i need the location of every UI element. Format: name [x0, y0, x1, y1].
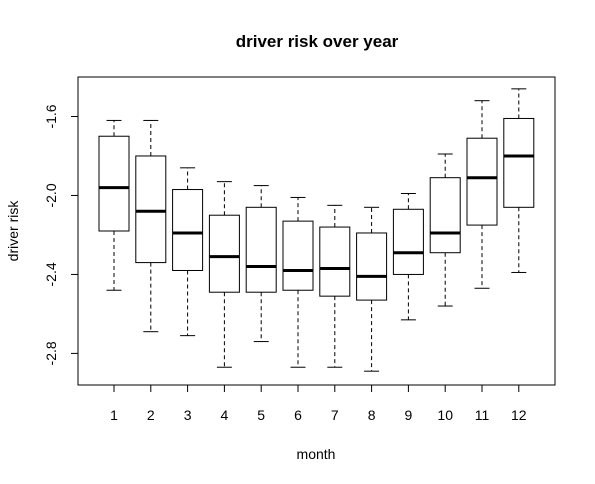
- x-tick-label: 3: [184, 407, 192, 423]
- x-tick-label: 8: [368, 407, 376, 423]
- x-axis: 1 2 3 4 5 6 7 8 9 10 11 12: [110, 384, 527, 423]
- box-month-6: [282, 196, 314, 368]
- iqr-box: [356, 232, 388, 301]
- x-tick-label: 7: [331, 407, 339, 423]
- iqr-box: [208, 214, 240, 293]
- box-month-10: [429, 153, 461, 307]
- y-axis-label: driver risk: [5, 200, 21, 262]
- iqr-box: [392, 208, 424, 275]
- iqr-box: [172, 189, 204, 271]
- box-month-3: [172, 167, 204, 337]
- box-month-9: [392, 192, 424, 321]
- y-axis: -2.8 -2.4 -2.0 -1.6: [43, 104, 79, 365]
- box-month-12: [503, 88, 535, 273]
- y-tick-label: -2.0: [43, 183, 59, 207]
- iqr-box: [135, 155, 167, 264]
- x-tick-label: 12: [511, 407, 527, 423]
- box-month-2: [135, 119, 167, 333]
- iqr-box: [245, 206, 277, 293]
- x-tick-label: 2: [147, 407, 155, 423]
- iqr-box: [466, 137, 498, 226]
- iqr-box: [319, 226, 351, 297]
- box-month-8: [356, 206, 388, 372]
- y-tick-label: -2.4: [43, 262, 59, 286]
- box-month-4: [208, 181, 240, 368]
- iqr-box: [429, 177, 461, 254]
- x-tick-label: 4: [221, 407, 229, 423]
- x-tick-label: 6: [294, 407, 302, 423]
- iqr-box: [98, 135, 130, 232]
- y-tick-label: -1.6: [43, 104, 59, 128]
- x-axis-label: month: [297, 446, 336, 462]
- box-month-5: [245, 185, 277, 343]
- iqr-box: [282, 220, 314, 291]
- x-tick-label: 10: [437, 407, 453, 423]
- x-tick-label: 1: [110, 407, 118, 423]
- box-month-7: [319, 204, 351, 368]
- box-month-1: [98, 119, 130, 291]
- x-tick-label: 9: [405, 407, 413, 423]
- x-tick-label: 5: [257, 407, 265, 423]
- x-tick-label: 11: [475, 407, 490, 423]
- box-month-11: [466, 100, 498, 289]
- y-tick-label: -2.8: [43, 341, 59, 365]
- chart-title: driver risk over year: [236, 32, 399, 51]
- iqr-box: [503, 117, 535, 208]
- boxes-group: [98, 88, 535, 372]
